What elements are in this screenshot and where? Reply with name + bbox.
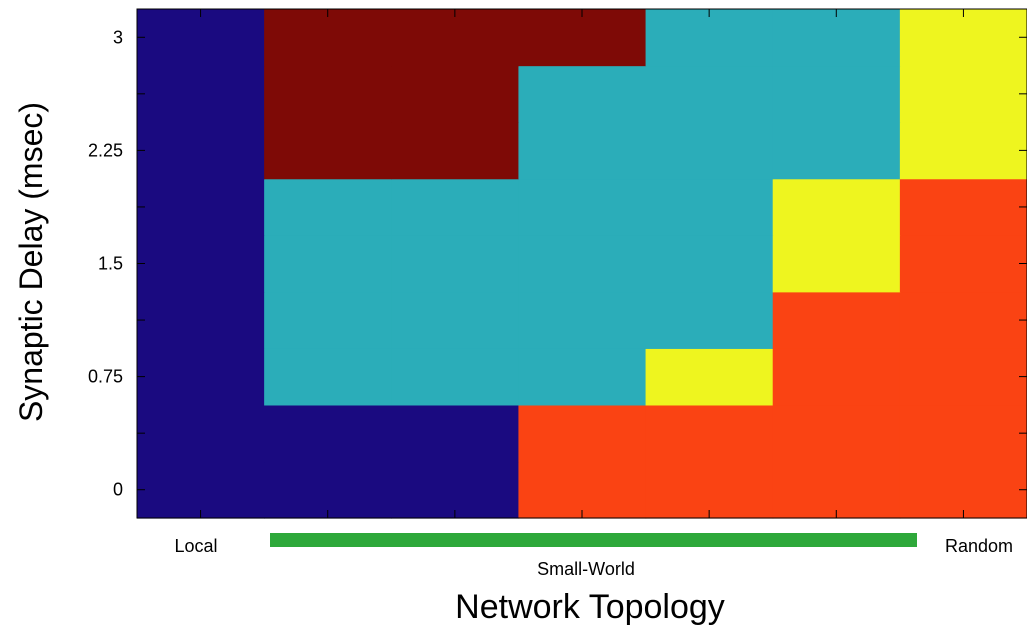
heatmap-cell: [900, 9, 1027, 66]
heatmap-cell: [646, 122, 774, 179]
heatmap-cell: [518, 179, 646, 236]
heatmap-cell: [518, 292, 646, 349]
x-label-random: Random: [945, 536, 1013, 556]
heatmap-cell: [646, 66, 774, 123]
heatmap-cell: [518, 348, 646, 405]
heatmap-cell: [773, 9, 901, 66]
heatmap-cell: [646, 405, 774, 462]
heatmap-cells: [137, 9, 1027, 519]
heatmap-cell: [391, 235, 519, 292]
x-label-local: Local: [174, 536, 217, 556]
heatmap-cell: [900, 235, 1027, 292]
heatmap-cell: [773, 405, 901, 462]
y-tick-label: 2.25: [88, 140, 123, 160]
heatmap-cell: [900, 66, 1027, 123]
heatmap-cell: [137, 292, 265, 349]
heatmap-cell: [264, 348, 392, 405]
heatmap-cell: [391, 9, 519, 66]
heatmap-cell: [391, 405, 519, 462]
heatmap-cell: [900, 179, 1027, 236]
heatmap-cell: [518, 235, 646, 292]
heatmap-cell: [391, 179, 519, 236]
heatmap-cell: [773, 122, 901, 179]
heatmap-cell: [137, 405, 265, 462]
heatmap-cell: [773, 66, 901, 123]
x-axis-title: Network Topology: [455, 588, 725, 626]
y-tick-label: 3: [113, 27, 123, 47]
heatmap-cell: [900, 122, 1027, 179]
heatmap-cell: [518, 405, 646, 462]
heatmap-cell: [264, 235, 392, 292]
y-tick-label: 1.5: [98, 254, 123, 274]
heatmap-cell: [900, 348, 1027, 405]
heatmap-cell: [900, 405, 1027, 462]
heatmap-cell: [391, 122, 519, 179]
heatmap-cell: [137, 9, 265, 66]
heatmap-cell: [137, 348, 265, 405]
small-world-bar: [270, 533, 917, 547]
heatmap-cell: [264, 292, 392, 349]
heatmap-cell: [773, 292, 901, 349]
y-tick-labels: 0 0.75 1.5 2.25 3: [88, 27, 123, 499]
y-axis-title: Synaptic Delay (msec): [13, 102, 49, 422]
heatmap-cell: [773, 235, 901, 292]
heatmap-cell: [264, 9, 392, 66]
heatmap-cell: [646, 235, 774, 292]
heatmap-cell: [900, 292, 1027, 349]
heatmap-cell: [646, 348, 774, 405]
heatmap-cell: [773, 179, 901, 236]
heatmap-cell: [518, 9, 646, 66]
y-tick-label: 0.75: [88, 367, 123, 387]
heatmap-cell: [391, 348, 519, 405]
heatmap-cell: [391, 292, 519, 349]
heatmap-cell: [646, 292, 774, 349]
heatmap-cell: [646, 179, 774, 236]
heatmap-cell: [391, 66, 519, 123]
heatmap-cell: [137, 235, 265, 292]
y-tick-label: 0: [113, 480, 123, 500]
heatmap-cell: [773, 348, 901, 405]
heatmap-cell: [264, 405, 392, 462]
heatmap-cell: [137, 179, 265, 236]
heatmap-cell: [646, 9, 774, 66]
heatmap-cell: [137, 122, 265, 179]
heatmap-cell: [264, 179, 392, 236]
heatmap-cell: [518, 122, 646, 179]
heatmap-cell: [264, 66, 392, 123]
heatmap-cell: [264, 122, 392, 179]
heatmap-cell: [137, 66, 265, 123]
heatmap-cell: [518, 66, 646, 123]
x-label-small-world: Small-World: [537, 559, 635, 579]
